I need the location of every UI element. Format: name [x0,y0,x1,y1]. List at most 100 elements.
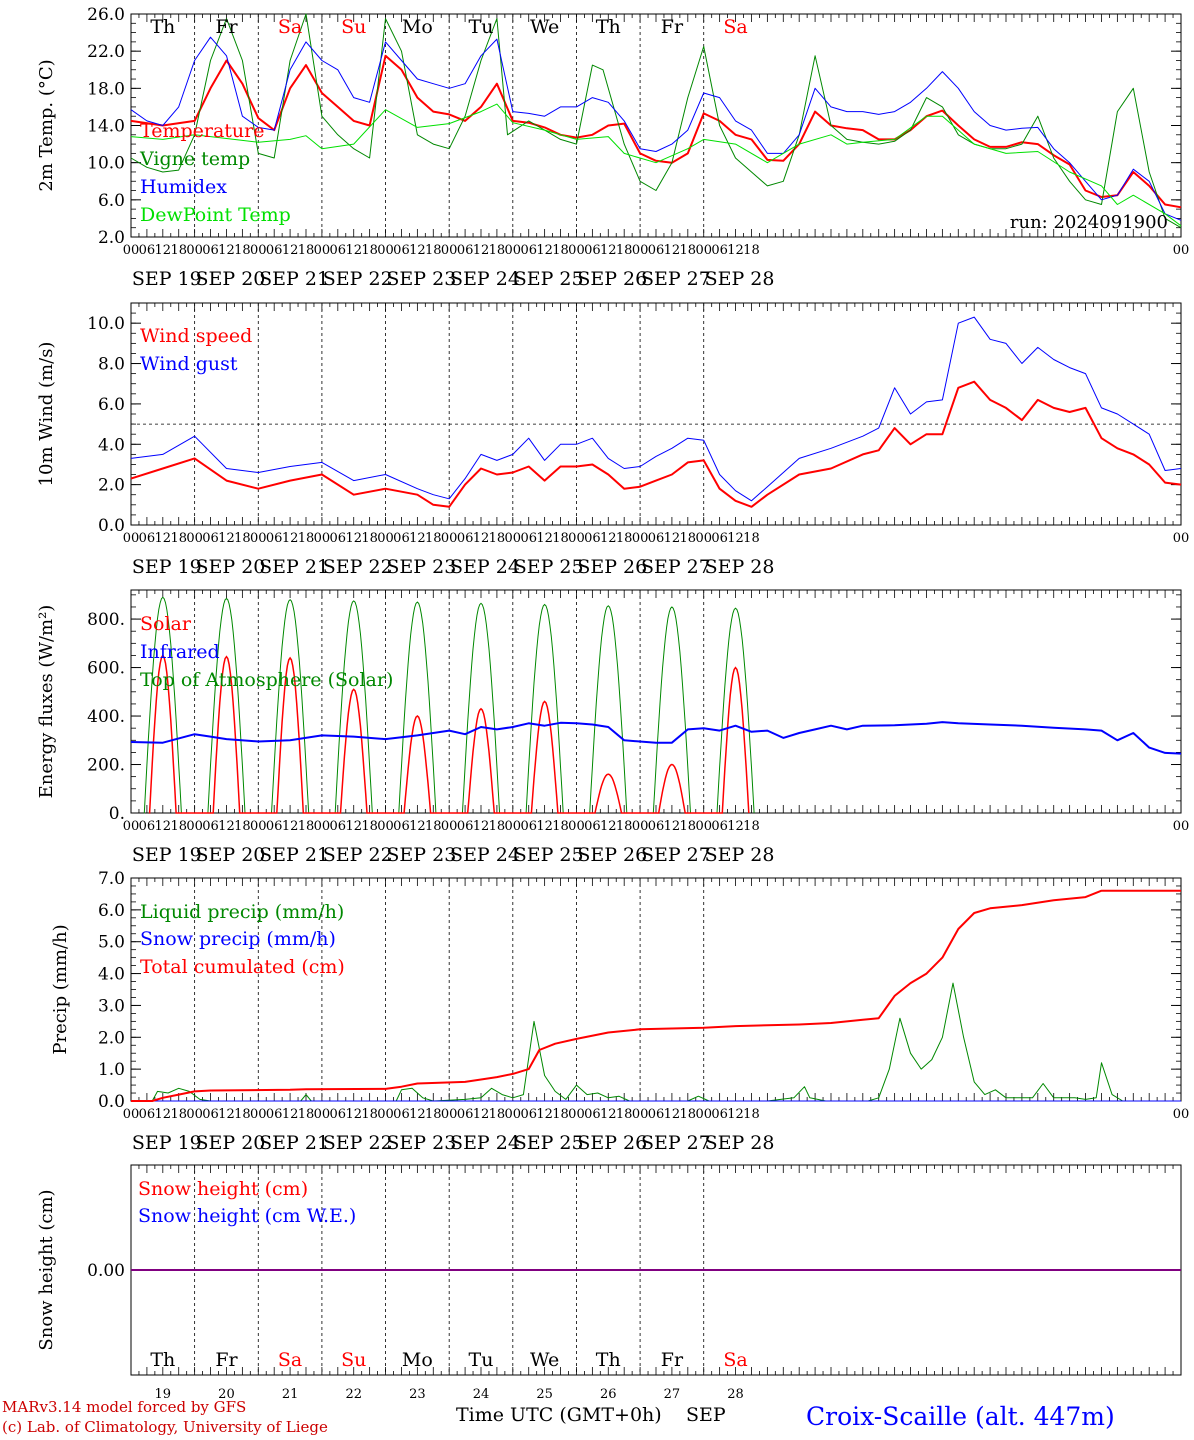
panel-2-hour-label: 18 [489,531,506,546]
panel-2-hour-label: 12 [600,531,617,546]
panel-3-hour-label: 06 [393,819,410,834]
panel-3-legend-entry: Solar [140,613,192,635]
model-credit: MARv3.14 model forced by GFS [2,1398,247,1416]
panel-1-hour-label: 06 [266,243,283,258]
panel-1-date-label: SEP 23 [386,268,456,290]
panel-2-date-label: SEP 22 [323,556,393,578]
panel-4-hour-label: 12 [473,1107,490,1122]
panel-4-hour-label: 00 [632,1107,649,1122]
panel-3-hour-label: 12 [664,819,681,834]
panel-3-hour-label: 06 [520,819,537,834]
panel-2-hour-label: 18 [425,531,442,546]
panel-2-date-label: SEP 21 [259,556,329,578]
panel-2-ytick-label: 6.0 [98,395,125,415]
panel-1-hour-label: 18 [489,243,506,258]
panel-2-hour-label: 06 [393,531,410,546]
weekday-label-bottom: Sa [278,1349,302,1371]
panel-3-date-label: SEP 24 [450,844,520,866]
panel-2-ytick-label: 8.0 [98,355,125,375]
panel-4-hour-label: 06 [266,1107,283,1122]
day-number-label: 27 [664,1387,681,1402]
day-number-label: 21 [282,1387,299,1402]
panel-1-hour-label: 00 [632,243,649,258]
panel-2-date-label: SEP 26 [577,556,647,578]
panel-2-hour-label: 00 [377,531,394,546]
panel-2-hour-label: 12 [664,531,681,546]
panel-1-date-label: SEP 19 [132,268,202,290]
panel-3-hour-label: 12 [409,819,426,834]
panel-1-ytick-label: 26.0 [87,5,125,25]
panel-1-hour-label: 06 [520,243,537,258]
panel-3-ytick-label: 800. [87,610,125,630]
series-wind-gust [130,316,1182,502]
panel-2-hour-label: 18 [234,531,251,546]
weekday-label-top: Tu [469,16,494,38]
panel-3-hour-label: 12 [727,819,744,834]
panel-3-date-label: SEP 26 [577,844,647,866]
panel-2-legend-entry: Wind gust [140,353,238,375]
day-number-label: 23 [409,1387,426,1402]
panel-3-ytick-label: 400. [87,707,125,727]
panel-4-date-label: SEP 19 [132,1132,202,1154]
panel-4-hour-label: 06 [139,1107,156,1122]
panel-4-hour-label: 18 [298,1107,315,1122]
panel-1-hour-label: 00 [250,243,267,258]
panel-2-hour-label: 12 [345,531,362,546]
panel-3-ytick-label: 200. [87,756,125,776]
panel-3-hour-label: 00 [441,819,458,834]
run-label: run: 2024091900 [1010,212,1168,233]
panel-4-hour-label: 12 [727,1107,744,1122]
panel-2-hour-label: 18 [552,531,569,546]
panel-1-legend-entry: DewPoint Temp [140,204,291,226]
panel-1-hour-label: 00 [123,243,140,258]
panel-2-hour-label: 06 [139,531,156,546]
panel-1-hour-label: 00 [695,243,712,258]
panel-3-hour-label: 00 [377,819,394,834]
panel-1-ytick-label: 2.0 [98,228,125,248]
panel-1-hour-label: 12 [409,243,426,258]
weekday-label-top: Fr [215,16,238,38]
series-liquid-precip-mm-h- [131,982,1181,1102]
panel-3-hour-label: 18 [234,819,251,834]
panel-4-ytick-label: 3.0 [98,996,125,1016]
panel-1-hour-label: 18 [425,243,442,258]
panel-3-hour-label: 00 [186,819,203,834]
panel-1-hour-label: 18 [170,243,187,258]
panel-3-hour-label: 18 [298,819,315,834]
panel-1-hour-label: 18 [743,243,760,258]
panel-4-legend-entry: Total cumulated (cm) [140,956,345,978]
panel-3-hour-label: 06 [457,819,474,834]
panel-4-ytick-label: 4.0 [98,965,125,985]
day-number-label: 22 [345,1387,362,1402]
panel-3-hour-label: 06 [711,819,728,834]
panel-2-hour-label: 18 [361,531,378,546]
month-label: SEP [686,1404,726,1426]
panel-4-date-label: SEP 27 [641,1132,711,1154]
panel-1-hour-label: 12 [536,243,553,258]
day-number-label: 25 [536,1387,553,1402]
panel-4-ytick-label: 1.0 [98,1060,125,1080]
panel-2-hour-label: 18 [743,531,760,546]
panel-3-hour-label: 18 [489,819,506,834]
panel-2-ylabel: 10m Wind (m/s) [36,342,57,487]
panel-2-hour-label: 12 [282,531,299,546]
panel-1-date-label: SEP 20 [196,268,266,290]
panel-4-ytick-label: 2.0 [98,1028,125,1048]
panel-4-hour-label: 06 [584,1107,601,1122]
panel-1-ytick-label: 22.0 [87,42,125,62]
panel-3-ytick-label: 600. [87,659,125,679]
series-infrared [130,721,1182,755]
panel-1-legend-entry: Vigne temp [139,148,250,170]
panel-3-hour-label: 06 [202,819,219,834]
panel-2-hour-label: 00 [505,531,522,546]
panel-2-hour-label: 06 [202,531,219,546]
panel-1-hour-label: 06 [139,243,156,258]
panel-1-hour-label: 12 [600,243,617,258]
panel-1-date-label: SEP 27 [641,268,711,290]
panel-2-hour-label: 12 [409,531,426,546]
panel-1-hour-label: 06 [711,243,728,258]
day-number-label: 20 [218,1387,235,1402]
panel-1-date-label: SEP 22 [323,268,393,290]
panel-4-date-label: SEP 26 [577,1132,647,1154]
panel-4-ytick-label: 6.0 [98,901,125,921]
